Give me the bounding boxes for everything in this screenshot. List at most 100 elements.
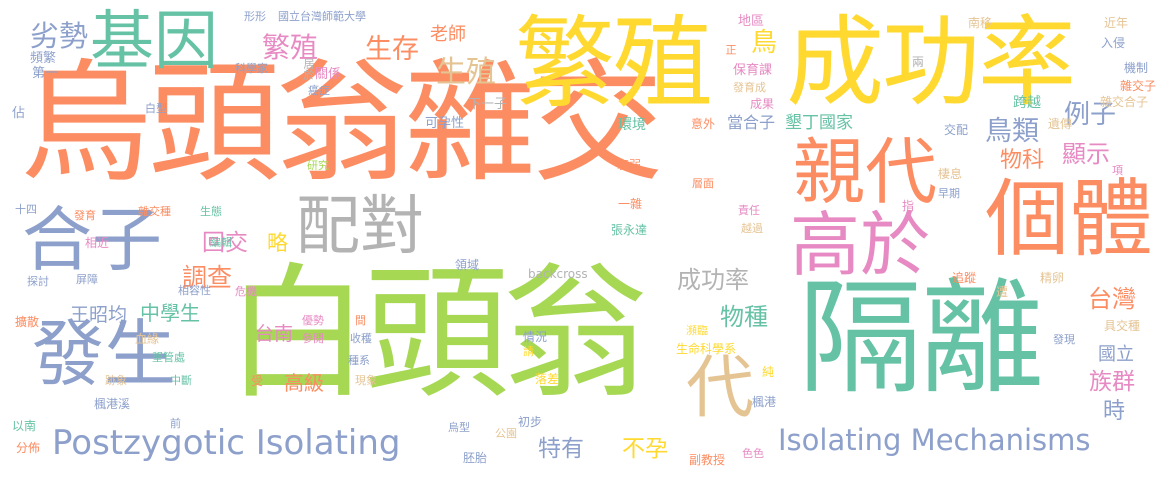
word: 生存	[365, 34, 419, 65]
word: 顯示	[1062, 140, 1110, 168]
word: 色色	[742, 447, 764, 460]
word: 關係	[315, 67, 342, 82]
word: 基因	[90, 5, 218, 79]
word: 親代	[793, 130, 938, 214]
word: 生命科學系	[676, 342, 737, 356]
word: 可孕性	[425, 116, 465, 131]
word: 分佈	[16, 441, 41, 455]
word: 純	[762, 365, 775, 379]
word: 發生	[32, 312, 177, 396]
word: 研究	[307, 159, 329, 172]
word: 個體	[985, 170, 1154, 268]
word: 層面	[692, 177, 714, 190]
word: 追蹤	[952, 271, 977, 285]
word: 國立	[1098, 344, 1134, 365]
word: 不孕	[622, 436, 668, 462]
word: 屏障	[76, 273, 98, 286]
word: 雜交種	[138, 205, 171, 218]
word: 前	[170, 417, 181, 430]
word: 危機	[235, 285, 257, 298]
word: 成功率	[786, 6, 1076, 120]
word: 環境	[618, 117, 646, 133]
word: 機制	[1124, 61, 1149, 75]
word: 初步	[518, 415, 543, 429]
word: 探討	[27, 275, 49, 288]
word: 意外	[691, 117, 716, 131]
word: 時	[1103, 399, 1126, 424]
word: 領域	[455, 258, 480, 272]
word: 跡象	[105, 374, 127, 387]
word: 白頭翁	[225, 250, 648, 419]
word: 佔	[12, 106, 26, 121]
word: 精卵	[1040, 271, 1065, 285]
word: Postzygotic Isolating	[52, 423, 401, 463]
word: 項	[1112, 164, 1123, 177]
word: 烏頭翁雜交	[20, 47, 664, 201]
word: 白型	[145, 102, 167, 115]
word: 楓港溪	[94, 397, 131, 411]
word: 科學家	[235, 62, 268, 75]
word: 形形	[244, 10, 266, 23]
word: 台灣	[1088, 285, 1136, 313]
word: 編輯	[210, 236, 232, 249]
word: 參閱	[302, 332, 324, 345]
word: 收穫	[350, 332, 372, 345]
word: 調查	[182, 263, 233, 292]
word: 間	[355, 314, 366, 327]
word: 以南	[12, 419, 37, 433]
word: 具交種	[1104, 319, 1141, 333]
word: 越過	[741, 222, 763, 235]
word: 近年	[1104, 16, 1129, 30]
word: 胚胎	[463, 451, 488, 465]
word: 成果	[750, 97, 775, 111]
word: 受	[251, 374, 264, 388]
word: 相近	[85, 236, 110, 250]
word: 瀕臨	[686, 324, 708, 337]
word: 副教授	[689, 453, 726, 467]
word: 物種	[720, 303, 768, 331]
word: 居於	[302, 58, 315, 80]
word: 劣勢	[30, 19, 89, 53]
word: 當合子	[727, 113, 776, 132]
word: 配對	[296, 190, 424, 264]
word: 國立台灣師範大學	[278, 10, 366, 23]
word: 公園	[495, 427, 517, 440]
word: 頻繁	[30, 51, 57, 66]
word: 血緣	[135, 332, 160, 346]
word: 例子	[1064, 100, 1117, 130]
word: 楓港	[752, 395, 777, 409]
word: 衰弱	[617, 158, 642, 172]
word: 隔離	[798, 267, 1044, 411]
word: 棲息	[938, 167, 963, 181]
word: 十四	[15, 203, 37, 216]
word: 責任	[738, 204, 760, 217]
word: 跨越	[1013, 95, 1041, 111]
word: 生態	[200, 205, 222, 218]
word: Isolating Mechanisms	[778, 423, 1091, 457]
word: 鳥類	[985, 116, 1039, 147]
word: 發現	[1053, 333, 1075, 346]
word: 落差	[535, 372, 560, 386]
word: 情況	[523, 330, 548, 344]
word: 優勢	[302, 314, 324, 327]
word: 相容性	[178, 284, 211, 297]
word: 特有	[538, 436, 584, 462]
word: 略	[267, 231, 288, 255]
word: 台南	[255, 323, 294, 345]
word: 指	[902, 199, 915, 213]
word: 早期	[938, 187, 960, 200]
word: 現象	[355, 374, 377, 387]
word: 發育	[74, 209, 96, 222]
word: 癌症	[308, 84, 330, 97]
word: 老師	[430, 24, 466, 45]
word: 回交	[202, 230, 248, 256]
word: 繁殖	[262, 31, 319, 64]
word: 中斷	[170, 374, 192, 387]
word: 高於	[790, 204, 930, 286]
word: 發育成	[733, 81, 766, 94]
word: 雜交合子	[1100, 95, 1149, 109]
word: 保育課	[733, 63, 773, 78]
word: 兩	[912, 55, 925, 69]
word: 一雜	[618, 197, 643, 211]
